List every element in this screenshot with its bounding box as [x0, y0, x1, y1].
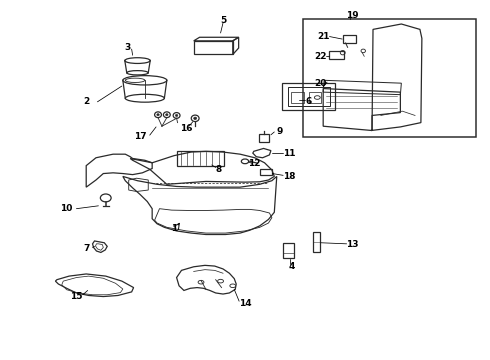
- Text: 16: 16: [180, 123, 193, 132]
- Text: 5: 5: [220, 16, 226, 25]
- Text: 4: 4: [288, 262, 294, 271]
- Text: 3: 3: [124, 43, 131, 52]
- Bar: [288, 87, 330, 107]
- Text: 22: 22: [315, 52, 327, 61]
- Text: 18: 18: [283, 172, 295, 181]
- Text: 20: 20: [315, 79, 327, 88]
- Text: 8: 8: [215, 165, 221, 174]
- Bar: [309, 93, 321, 103]
- Bar: [194, 41, 233, 54]
- Bar: [329, 51, 343, 59]
- Bar: [260, 169, 272, 175]
- Text: 15: 15: [70, 292, 83, 301]
- Ellipse shape: [194, 117, 196, 120]
- Text: 7: 7: [83, 244, 89, 253]
- Text: 11: 11: [283, 149, 295, 158]
- Text: 17: 17: [134, 132, 146, 141]
- Bar: [292, 93, 304, 103]
- Text: 14: 14: [239, 299, 251, 308]
- Ellipse shape: [100, 194, 111, 202]
- Ellipse shape: [218, 279, 223, 283]
- Text: 6: 6: [305, 96, 312, 105]
- Text: 19: 19: [346, 10, 359, 19]
- Bar: [259, 134, 270, 142]
- Ellipse shape: [230, 284, 236, 288]
- Bar: [282, 83, 335, 110]
- Text: 9: 9: [276, 127, 282, 136]
- Ellipse shape: [198, 280, 204, 284]
- Text: 12: 12: [248, 159, 261, 168]
- Text: 1: 1: [171, 224, 177, 233]
- Bar: [314, 232, 320, 252]
- Bar: [283, 243, 294, 258]
- Text: 21: 21: [317, 32, 329, 41]
- Bar: [343, 35, 356, 43]
- Text: 13: 13: [346, 240, 359, 249]
- Text: 10: 10: [60, 204, 73, 213]
- Bar: [303, 19, 476, 137]
- Ellipse shape: [157, 114, 159, 116]
- Ellipse shape: [175, 114, 178, 117]
- Ellipse shape: [166, 114, 168, 116]
- Bar: [176, 151, 223, 166]
- Text: 2: 2: [83, 97, 89, 106]
